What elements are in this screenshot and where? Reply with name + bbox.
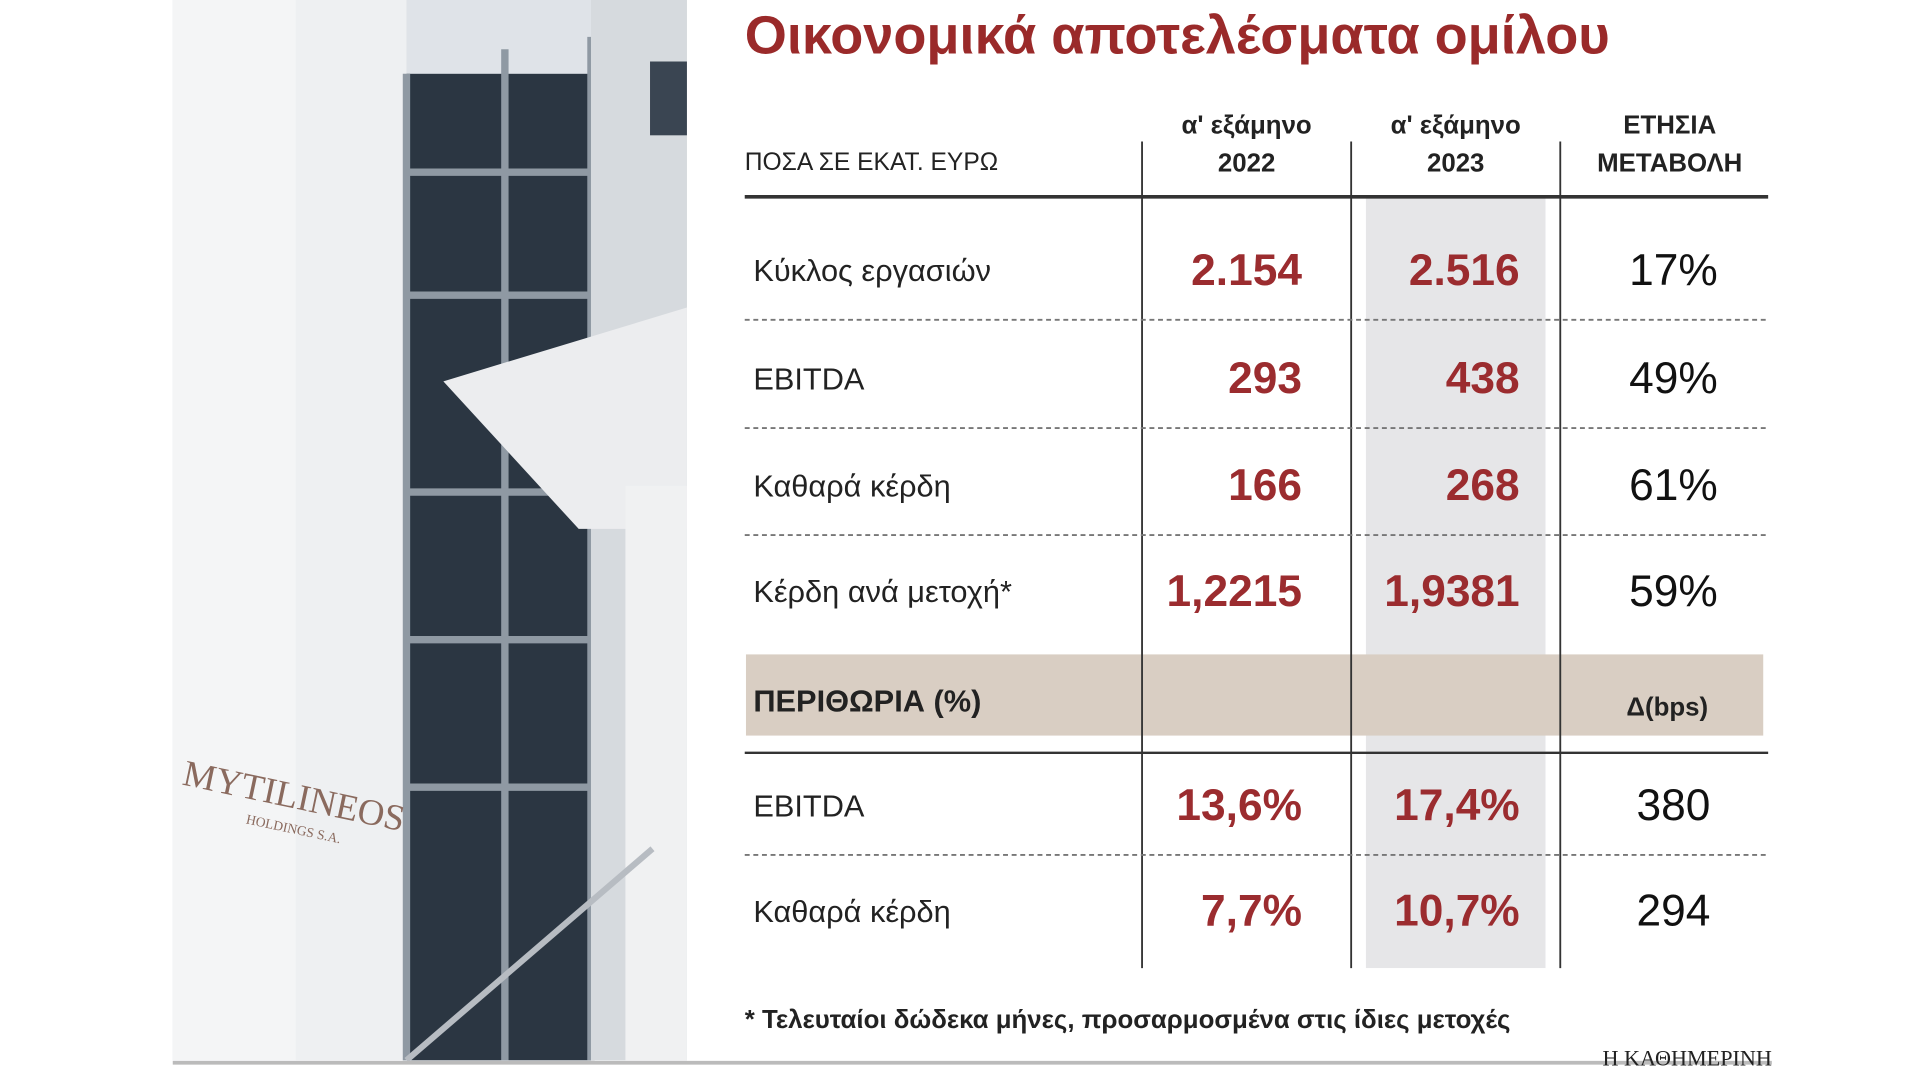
margins-change-label: Δ(bps) xyxy=(1626,693,1708,721)
column-header: α' εξάμηνο xyxy=(1181,112,1311,140)
value-2023: 2.516 xyxy=(1409,246,1520,295)
value-2022: 293 xyxy=(1228,354,1302,403)
row-label: Καθαρά κέρδη xyxy=(753,894,950,929)
column-header: 2023 xyxy=(1427,150,1484,178)
column-header: α' εξάμηνο xyxy=(1391,112,1521,140)
highlight-column xyxy=(1365,196,1546,969)
value-2022: 13,6% xyxy=(1176,781,1302,830)
value-2022: 2.154 xyxy=(1191,246,1302,295)
column-dividers xyxy=(1141,141,1562,969)
row-label: EBITDA xyxy=(753,361,865,396)
value-2023: 17,4% xyxy=(1394,781,1520,830)
change: 59% xyxy=(1629,567,1718,616)
margins-band xyxy=(745,654,1764,736)
value-2023: 268 xyxy=(1446,461,1520,510)
column-header: ΕΤΗΣΙΑ xyxy=(1623,112,1716,140)
column-header: 2022 xyxy=(1218,150,1275,178)
value-2023: 10,7% xyxy=(1394,887,1520,936)
value-2023: 1,9381 xyxy=(1384,567,1519,616)
margins-label: ΠΕΡΙΘΩΡΙΑ (%) xyxy=(753,684,981,719)
source: Η ΚΑΘΗΜΕΡΙΝΗ xyxy=(1603,1045,1772,1070)
photo: MYTILINEOS HOLDINGS S.A. xyxy=(172,0,687,1063)
change: 61% xyxy=(1629,461,1718,510)
row-label: EBITDA xyxy=(753,788,865,823)
value-2022: 1,2215 xyxy=(1167,567,1302,616)
column-header: ΜΕΤΑΒΟΛΗ xyxy=(1597,150,1742,178)
change: 380 xyxy=(1637,781,1711,830)
value-2023: 438 xyxy=(1446,354,1520,403)
change: 49% xyxy=(1629,354,1718,403)
title: Οικονομικά αποτελέσματα ομίλου xyxy=(745,6,1610,66)
footnote: * Τελευταίοι δώδεκα μήνες, προσαρμοσμένα… xyxy=(745,1006,1511,1034)
row-label: Κέρδη ανά μετοχή* xyxy=(753,574,1012,609)
change: 294 xyxy=(1637,887,1711,936)
unit-label: ΠΟΣΑ ΣΕ ΕΚΑΤ. ΕΥΡΩ xyxy=(745,149,998,176)
row-label: Κύκλος εργασιών xyxy=(753,253,991,288)
change: 17% xyxy=(1629,246,1718,295)
value-2022: 7,7% xyxy=(1201,887,1302,936)
row-label: Καθαρά κέρδη xyxy=(753,468,950,503)
value-2022: 166 xyxy=(1228,461,1302,510)
